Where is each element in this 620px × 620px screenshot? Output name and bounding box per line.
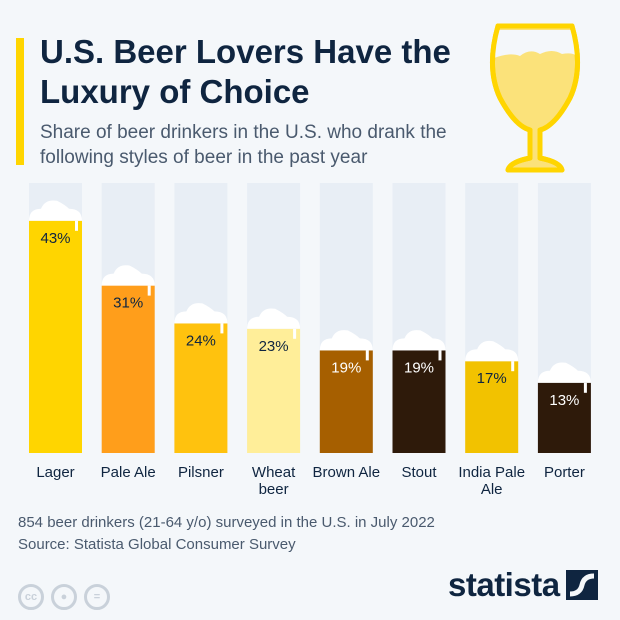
category-label: Ale xyxy=(481,481,503,498)
by-person-icon: ● xyxy=(51,584,77,610)
bar-chart: 43% Lager 31% Pale Ale 24% Pilsner 23% Wheatbee… xyxy=(29,183,591,498)
data-label: 31% xyxy=(113,295,143,312)
beer-glass-icon xyxy=(489,23,581,173)
bar-group: 19% Brown Ale xyxy=(313,183,381,481)
license-icons[interactable]: cc ● = xyxy=(18,584,110,610)
data-label: 17% xyxy=(477,370,507,387)
bar xyxy=(537,382,591,453)
bar-group: 13% Porter xyxy=(537,183,591,481)
foam xyxy=(319,330,373,361)
foam xyxy=(392,330,446,361)
logo-text: statista xyxy=(448,566,560,603)
foam xyxy=(537,362,591,393)
category-label: Pale Ale xyxy=(101,464,156,481)
bar xyxy=(465,361,519,453)
bar-group: 43% Lager xyxy=(29,183,82,481)
foam xyxy=(174,303,228,334)
data-label: 43% xyxy=(40,230,70,247)
category-label: Lager xyxy=(36,464,74,481)
bar xyxy=(319,350,373,453)
category-label: Wheat xyxy=(252,464,296,481)
bar xyxy=(174,323,228,453)
bar xyxy=(101,285,155,453)
nd-equals-icon: = xyxy=(84,584,110,610)
chart-subtitle: Share of beer drinkers in the U.S. who d… xyxy=(40,122,447,168)
foam xyxy=(29,200,82,231)
statista-logo-icon xyxy=(565,570,598,600)
category-label: Porter xyxy=(544,464,585,481)
category-label: India Pale xyxy=(458,464,525,481)
category-label: beer xyxy=(259,481,289,498)
category-label: Brown Ale xyxy=(313,464,381,481)
data-label: 23% xyxy=(259,338,289,355)
foam xyxy=(101,265,155,296)
bar-group: 31% Pale Ale xyxy=(101,183,156,481)
foam xyxy=(247,308,301,339)
bar xyxy=(29,220,82,453)
chart-title: U.S. Beer Lovers Have the Luxury of Choi… xyxy=(40,33,451,110)
bar-group: 19% Stout xyxy=(392,183,446,481)
bar xyxy=(247,328,301,453)
bar-group: 24% Pilsner xyxy=(174,183,228,481)
data-label: 13% xyxy=(549,392,579,409)
category-label: Pilsner xyxy=(178,464,224,481)
statista-logo[interactable]: statista xyxy=(448,566,598,604)
source-note: Source: Statista Global Consumer Survey xyxy=(18,536,296,553)
survey-note: 854 beer drinkers (21-64 y/o) surveyed i… xyxy=(18,514,435,531)
category-label: Stout xyxy=(401,464,437,481)
footnote: 854 beer drinkers (21-64 y/o) surveyed i… xyxy=(18,512,435,556)
data-label: 24% xyxy=(186,332,216,349)
accent-bar xyxy=(16,38,24,165)
cc-icon: cc xyxy=(18,584,44,610)
bar xyxy=(392,350,446,453)
data-label: 19% xyxy=(331,359,361,376)
data-label: 19% xyxy=(404,359,434,376)
foam xyxy=(465,340,519,372)
